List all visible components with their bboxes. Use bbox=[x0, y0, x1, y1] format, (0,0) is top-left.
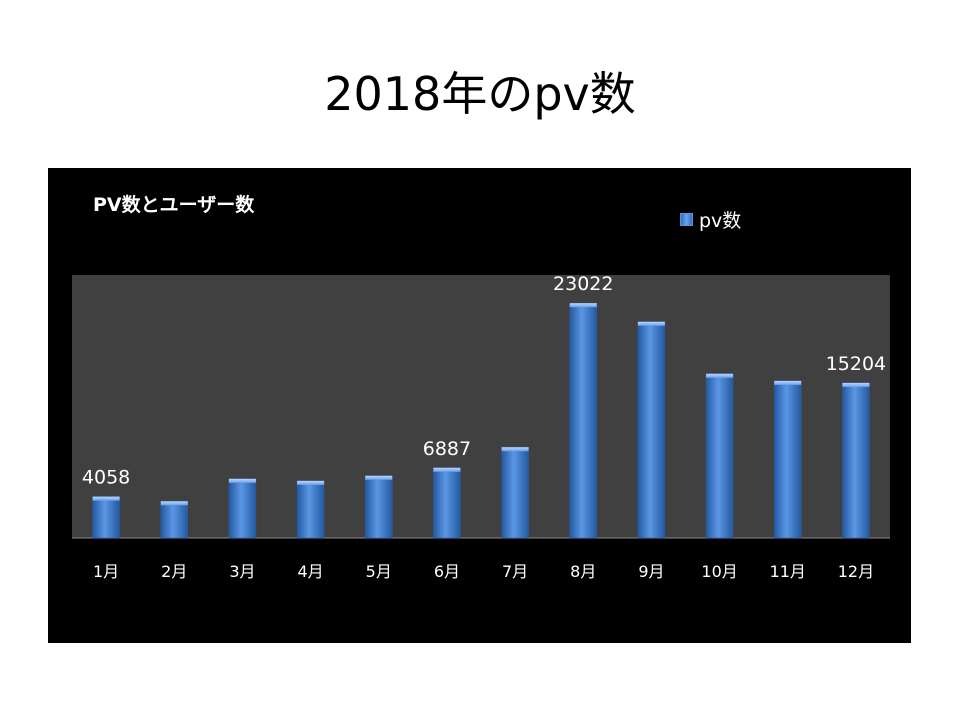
bar-11 bbox=[774, 380, 802, 539]
x-tick-label: 1月 bbox=[93, 562, 119, 581]
x-tick-label: 9月 bbox=[638, 562, 664, 581]
bar-9 bbox=[637, 321, 666, 539]
legend-swatch bbox=[680, 213, 693, 226]
bar-12 bbox=[842, 382, 870, 539]
x-tick-label: 7月 bbox=[502, 562, 528, 581]
bar-3 bbox=[228, 478, 257, 539]
legend-label: pv数 bbox=[699, 210, 742, 232]
bar-cap-4 bbox=[297, 480, 325, 485]
x-tick-label: 2月 bbox=[161, 562, 187, 581]
x-tick-label: 6月 bbox=[434, 562, 460, 581]
bar-cap-11 bbox=[774, 380, 802, 385]
x-tick-label: 3月 bbox=[229, 562, 255, 581]
x-tick-label: 11月 bbox=[770, 562, 806, 581]
slide-title: 2018年のpv数 bbox=[324, 67, 636, 121]
bar-cap-8 bbox=[569, 303, 597, 308]
bar-8 bbox=[569, 302, 597, 539]
data-label: 23022 bbox=[553, 273, 613, 295]
data-label: 4058 bbox=[82, 467, 130, 489]
bar-5 bbox=[365, 475, 393, 539]
bar-chart: 1月 4058 2月 3月 4月 5月 6月 6887 7月 8月 23022 9月 10月 11月 12月… bbox=[72, 273, 890, 581]
bar-2 bbox=[160, 501, 188, 539]
bar-4 bbox=[296, 480, 325, 539]
x-tick-label: 5月 bbox=[366, 562, 392, 581]
chart-panel: 1月 4058 2月 3月 4月 5月 6月 6887 7月 8月 23022 9月 10月 11月 12月… bbox=[48, 168, 911, 643]
bar-cap-7 bbox=[501, 447, 529, 452]
bar-cap-9 bbox=[637, 321, 665, 326]
bar-cap-1 bbox=[92, 496, 120, 501]
bar-cap-5 bbox=[365, 475, 393, 480]
plot-area bbox=[72, 275, 890, 538]
data-label: 6887 bbox=[423, 438, 471, 460]
x-tick-label: 4月 bbox=[297, 562, 323, 581]
bar-10 bbox=[705, 373, 734, 539]
legend: pv数 bbox=[680, 206, 741, 233]
bar-cap-6 bbox=[433, 467, 461, 472]
bar-1 bbox=[92, 496, 120, 539]
chart-title: PV数とユーザー数 bbox=[93, 194, 255, 216]
bar-cap-2 bbox=[160, 501, 188, 506]
bar-cap-12 bbox=[842, 382, 870, 387]
x-tick-label: 10月 bbox=[701, 562, 737, 581]
data-label: 15204 bbox=[826, 353, 886, 375]
x-tick-label: 8月 bbox=[570, 562, 596, 581]
bar-7 bbox=[501, 446, 529, 539]
bar-cap-3 bbox=[228, 478, 256, 483]
x-tick-label: 12月 bbox=[838, 562, 874, 581]
bar-6 bbox=[433, 467, 461, 539]
bar-cap-10 bbox=[706, 373, 734, 378]
